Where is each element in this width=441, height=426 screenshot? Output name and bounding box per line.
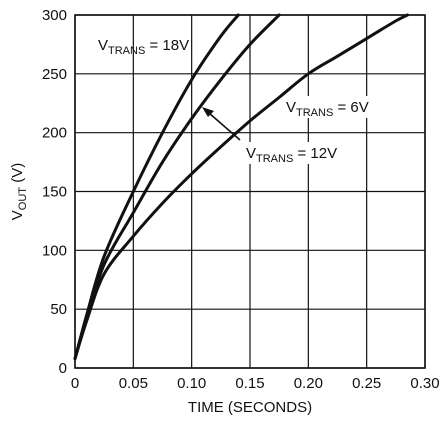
- annotation-6v: VTRANS = 6V: [286, 99, 369, 119]
- x-tick-label: 0.10: [177, 375, 206, 392]
- annotation-6v-background: [284, 96, 380, 118]
- y-tick-label: 250: [42, 66, 67, 83]
- y-tick-label: 200: [42, 125, 67, 142]
- series-18v-line: [73, 13, 240, 361]
- y-axis-label-sub: OUT: [17, 187, 29, 211]
- y-tick-labels: 0 50 100 150 200 250 300: [42, 7, 67, 377]
- annotation-12v-arrowhead: [202, 107, 214, 117]
- y-tick-label: 100: [42, 242, 67, 259]
- y-tick-label: 50: [50, 301, 67, 318]
- y-axis-label: VOUT (V): [9, 163, 29, 220]
- y-tick-label: 300: [42, 7, 67, 24]
- y-tick-label: 0: [59, 360, 67, 377]
- y-axis-label-unit: (V): [9, 163, 26, 187]
- series-6v-line: [73, 13, 409, 361]
- curves: [73, 13, 409, 361]
- annotation-12v: VTRANS = 12V: [246, 145, 337, 165]
- annotation-18v: VTRANS = 18V: [98, 37, 189, 57]
- x-tick-label: 0.05: [119, 375, 148, 392]
- x-tick-label: 0.15: [235, 375, 264, 392]
- x-tick-labels: 0 0.05 0.10 0.15 0.20 0.25 0.30: [71, 375, 440, 392]
- annotations: VTRANS = 18V VTRANS = 6V VTRANS = 12V: [98, 37, 380, 165]
- x-tick-label: 0.25: [352, 375, 381, 392]
- x-tick-label: 0.20: [294, 375, 323, 392]
- grid: [74, 14, 426, 369]
- x-tick-label: 0: [71, 375, 79, 392]
- x-axis-label: TIME (SECONDS): [188, 399, 312, 416]
- x-tick-label: 0.30: [410, 375, 439, 392]
- y-tick-label: 150: [42, 184, 67, 201]
- annotation-12v-background: [244, 142, 356, 164]
- plot-frame: [74, 14, 426, 369]
- annotation-12v-arrow: [208, 112, 241, 141]
- y-axis-label-main: V: [9, 210, 26, 220]
